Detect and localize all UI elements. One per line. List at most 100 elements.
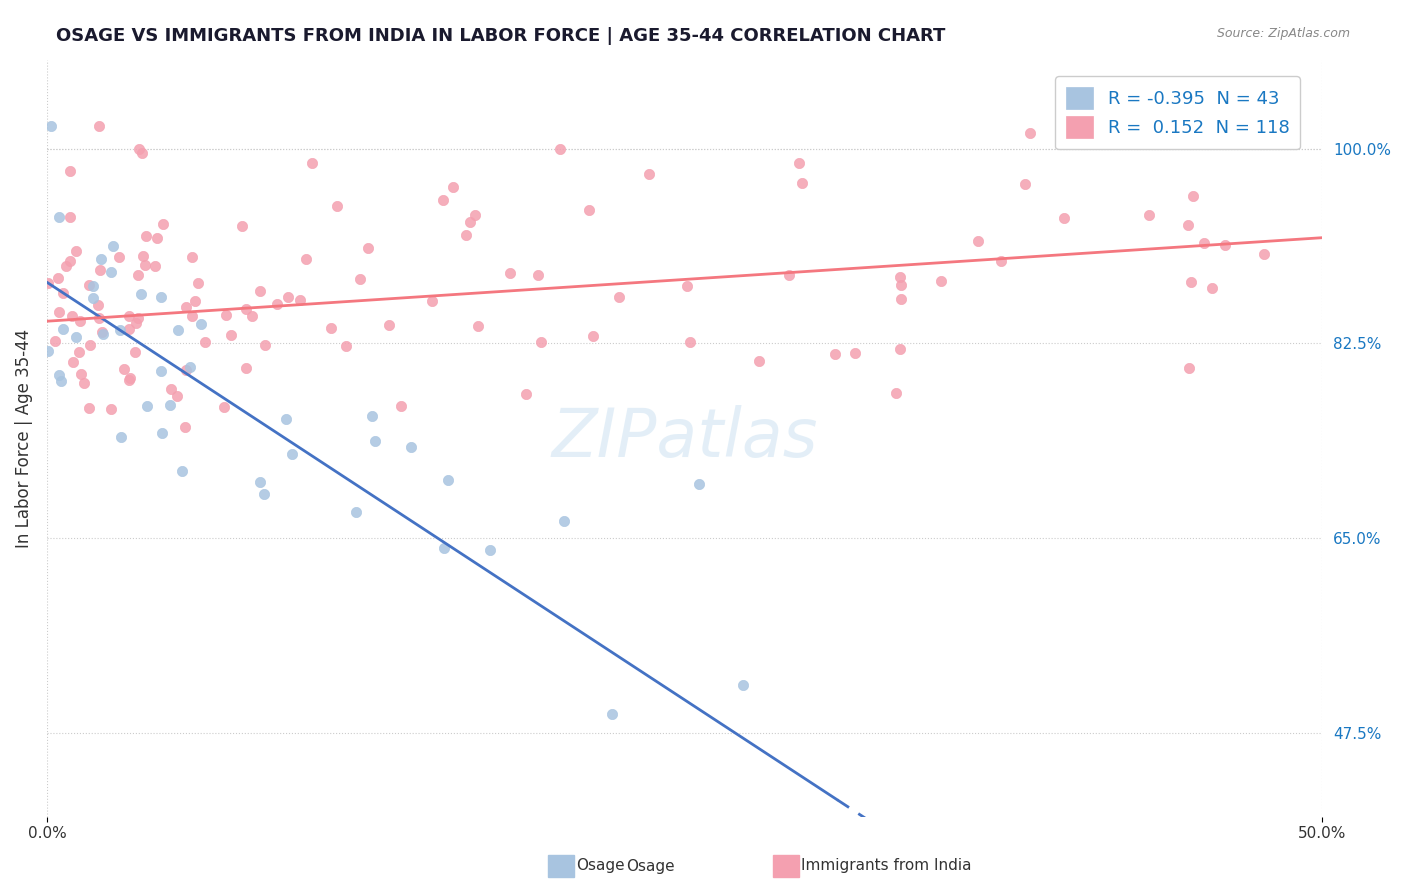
Point	[62, 355, 84, 369]
Point	[215, 308, 238, 322]
Point	[280, 447, 302, 461]
Point	[253, 487, 276, 501]
Point	[1253, 246, 1275, 260]
Point	[52, 322, 75, 336]
Point	[824, 347, 846, 361]
Point	[967, 234, 990, 248]
Point	[170, 464, 193, 478]
Point	[638, 168, 661, 182]
Point	[101, 239, 124, 253]
Point	[86, 298, 108, 312]
Point	[150, 426, 173, 441]
Point	[389, 399, 412, 413]
Point	[190, 317, 212, 331]
Point	[456, 228, 478, 243]
Point	[844, 346, 866, 360]
Point	[778, 268, 800, 282]
Point	[550, 142, 572, 156]
Point	[52, 285, 75, 300]
Point	[108, 323, 131, 337]
Point	[235, 301, 257, 316]
Point	[526, 268, 548, 282]
Point	[48, 305, 70, 319]
Point	[60, 309, 83, 323]
Point	[688, 477, 710, 491]
Point	[120, 371, 142, 385]
Point	[399, 440, 422, 454]
Point	[1182, 189, 1205, 203]
Point	[125, 316, 148, 330]
Point	[889, 343, 911, 357]
Point	[179, 360, 201, 375]
Point	[129, 286, 152, 301]
Point	[82, 291, 104, 305]
Point	[1192, 236, 1215, 251]
Point	[679, 334, 702, 349]
Point	[79, 338, 101, 352]
Point	[231, 219, 253, 233]
Point	[319, 320, 342, 334]
Point	[174, 300, 197, 314]
Point	[82, 279, 104, 293]
Point	[90, 325, 112, 339]
Point	[254, 338, 277, 352]
Point	[240, 309, 263, 323]
Point	[174, 420, 197, 434]
Point	[890, 278, 912, 293]
Point	[578, 203, 600, 218]
Point	[87, 120, 110, 134]
Point	[295, 252, 318, 266]
Text: Source: ZipAtlas.com: Source: ZipAtlas.com	[1216, 27, 1350, 40]
FancyBboxPatch shape	[548, 855, 574, 877]
Point	[90, 252, 112, 266]
Point	[792, 176, 814, 190]
Point	[67, 345, 90, 359]
Point	[889, 270, 911, 285]
Point	[349, 272, 371, 286]
Point	[378, 318, 401, 332]
Point	[607, 290, 630, 304]
Point	[134, 258, 156, 272]
Point	[87, 310, 110, 325]
Text: Osage: Osage	[576, 858, 626, 872]
Point	[1053, 211, 1076, 226]
Point	[58, 211, 80, 225]
Point	[931, 274, 953, 288]
Point	[890, 293, 912, 307]
Point	[131, 146, 153, 161]
Point	[326, 199, 349, 213]
Point	[515, 387, 537, 401]
Point	[59, 164, 82, 178]
Point	[1213, 238, 1236, 252]
Point	[478, 542, 501, 557]
Point	[335, 339, 357, 353]
Point	[174, 363, 197, 377]
Point	[433, 541, 456, 555]
Point	[530, 334, 553, 349]
Point	[344, 505, 367, 519]
Point	[124, 345, 146, 359]
Point	[112, 362, 135, 376]
Point	[748, 354, 770, 368]
Point	[1019, 126, 1042, 140]
Point	[499, 266, 522, 280]
Point	[884, 386, 907, 401]
Point	[118, 309, 141, 323]
Point	[1201, 281, 1223, 295]
Point	[277, 290, 299, 304]
Point	[110, 429, 132, 443]
Point	[467, 318, 489, 333]
Point	[194, 334, 217, 349]
Legend: R = -0.395  N = 43, R =  0.152  N = 118: R = -0.395 N = 43, R = 0.152 N = 118	[1054, 76, 1301, 149]
Point	[160, 382, 183, 396]
Point	[135, 228, 157, 243]
Point	[990, 253, 1012, 268]
Point	[149, 363, 172, 377]
Y-axis label: In Labor Force | Age 35-44: In Labor Force | Age 35-44	[15, 328, 32, 548]
Point	[107, 250, 129, 264]
Point	[181, 309, 204, 323]
Point	[70, 367, 93, 381]
Point	[48, 368, 70, 382]
Point	[41, 120, 63, 134]
Point	[581, 328, 603, 343]
